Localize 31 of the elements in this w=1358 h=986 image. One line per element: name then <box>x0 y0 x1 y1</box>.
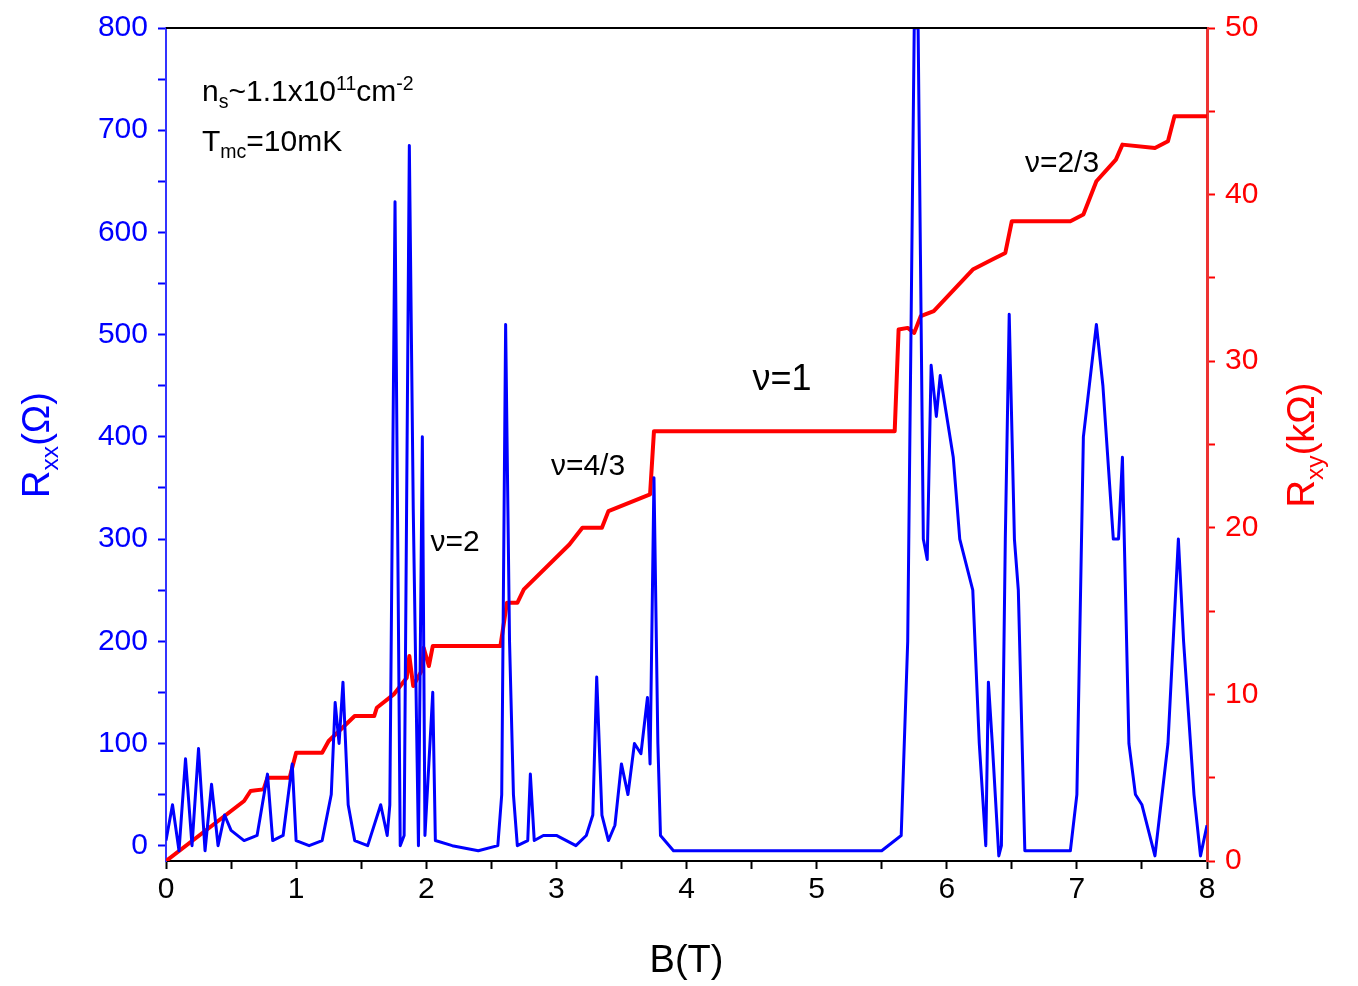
x-tick-label: 3 <box>548 871 565 905</box>
y-tick-label: 800 <box>97 9 148 43</box>
y2-tick-label: 0 <box>1225 842 1242 876</box>
y2-tick-label: 30 <box>1225 342 1259 376</box>
annotation: ν=1 <box>752 357 812 399</box>
y2-tick-label: 40 <box>1225 175 1259 209</box>
x-tick-label: 7 <box>1068 871 1086 905</box>
annotation: ν=2/3 <box>1024 145 1100 179</box>
annotation: ν=2 <box>430 524 480 558</box>
y-tick-label: 200 <box>97 622 148 656</box>
y-tick-label: 700 <box>97 111 148 145</box>
x-axis-title: B(T) <box>649 938 724 980</box>
y-tick-label: 400 <box>97 418 148 452</box>
y-tick-label: 100 <box>97 724 148 758</box>
y-tick-label: 0 <box>131 826 148 860</box>
x-tick-label: 1 <box>287 871 305 905</box>
y2-tick-label: 10 <box>1225 675 1259 709</box>
y-tick-label: 300 <box>97 520 148 554</box>
y-tick-label: 600 <box>97 213 148 247</box>
annotation: n$_{s}$~1.1x10$^{11}$cm$^{-2}$ <box>202 72 414 113</box>
annotation: T$_{mc}$=10mK <box>202 124 343 163</box>
x-tick-label: 5 <box>808 871 825 905</box>
x-tick-label: 0 <box>157 871 175 905</box>
x-tick-label: 4 <box>678 871 695 905</box>
x-tick-label: 8 <box>1198 871 1216 905</box>
y2-tick-label: 50 <box>1225 9 1259 43</box>
y2-tick-label: 20 <box>1225 509 1259 543</box>
x-tick-label: 6 <box>938 871 956 905</box>
x-tick-label: 2 <box>417 871 435 905</box>
annotation: ν=4/3 <box>550 448 626 482</box>
y-tick-label: 500 <box>97 315 148 349</box>
